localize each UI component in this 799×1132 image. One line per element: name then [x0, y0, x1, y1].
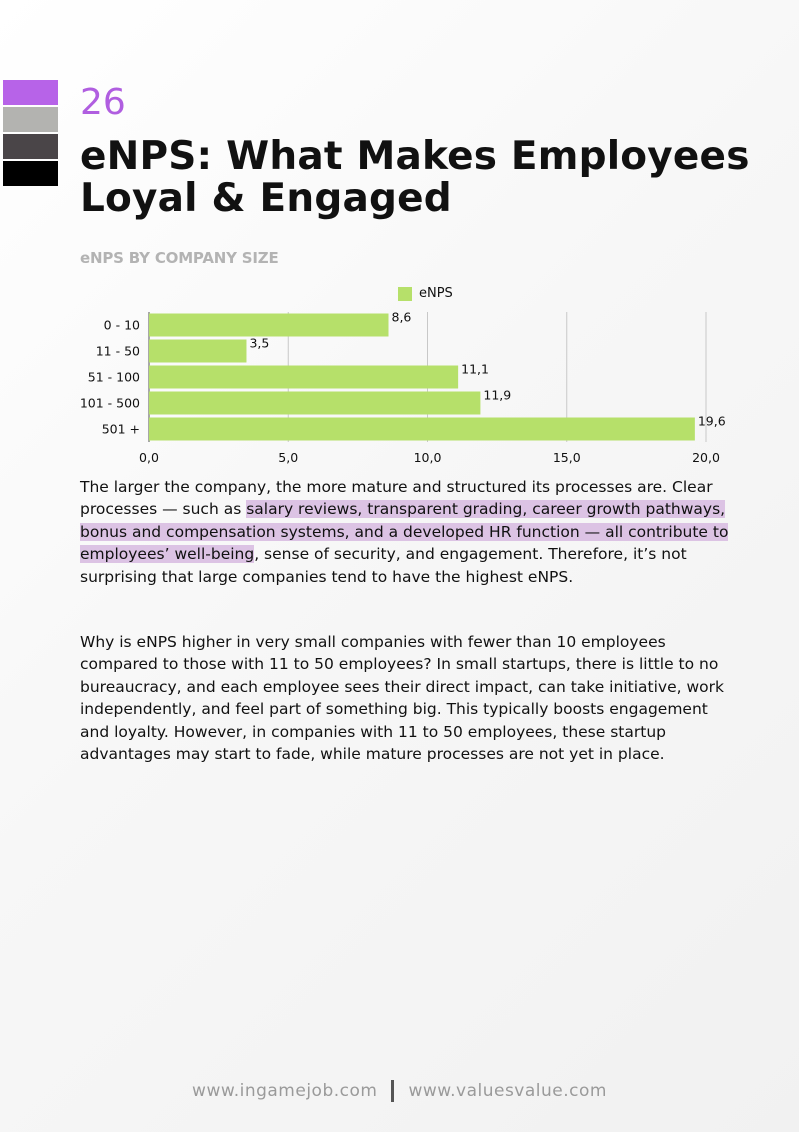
paragraph-1-text-before: The larger the company, the more mature …	[80, 478, 713, 519]
page-number: 26	[80, 82, 126, 123]
paragraph-1-text-after: , sense of security, and engagement. The…	[80, 545, 687, 586]
footer-link-valuesvalue[interactable]: www.valuesvalue.com	[408, 1081, 607, 1101]
x-tick-label: 20,0	[692, 450, 720, 465]
bar	[149, 417, 695, 441]
bar	[149, 365, 459, 389]
paragraph-2: Why is eNPS higher in very small compani…	[80, 633, 724, 764]
chart-legend: eNPS	[398, 286, 453, 301]
category-label: 0 - 10	[104, 318, 140, 333]
bar	[149, 339, 247, 363]
paragraph-1: The larger the company, the more mature …	[80, 476, 730, 588]
data-label: 11,9	[483, 388, 511, 403]
legend-label: eNPS	[419, 286, 453, 301]
footer-link-ingamejob[interactable]: www.ingamejob.com	[192, 1081, 378, 1101]
data-label: 8,6	[392, 310, 412, 325]
category-label: 11 - 50	[96, 344, 140, 359]
category-label: 51 - 100	[88, 370, 140, 385]
chart-title: eNPS BY COMPANY SIZE	[80, 249, 279, 267]
x-tick-label: 15,0	[553, 450, 581, 465]
category-label: 501 +	[102, 422, 140, 437]
page-title: eNPS: What Makes Employees Loyal & Engag…	[80, 134, 750, 221]
data-label: 11,1	[461, 362, 489, 377]
x-tick-label: 5,0	[278, 450, 298, 465]
legend-swatch	[398, 286, 412, 301]
footer: www.ingamejob.com www.valuesvalue.com	[0, 1080, 799, 1102]
swatch-black	[3, 161, 58, 186]
swatch-purple	[3, 80, 58, 105]
bar	[149, 313, 389, 337]
data-label: 19,6	[698, 414, 726, 429]
enps-bar-chart: 0 - 10 8,6 11 - 50 3,5 51 - 100 11,1 101 - 500…	[80, 310, 726, 466]
bar	[149, 391, 481, 415]
category-label: 101 - 500	[80, 396, 140, 411]
x-tick-label: 10,0	[414, 450, 442, 465]
footer-separator	[391, 1080, 395, 1102]
x-tick-label: 0,0	[139, 450, 159, 465]
color-swatches	[3, 80, 58, 188]
swatch-dark-gray	[3, 134, 58, 159]
swatch-gray	[3, 107, 58, 132]
data-label: 3,5	[249, 336, 269, 351]
